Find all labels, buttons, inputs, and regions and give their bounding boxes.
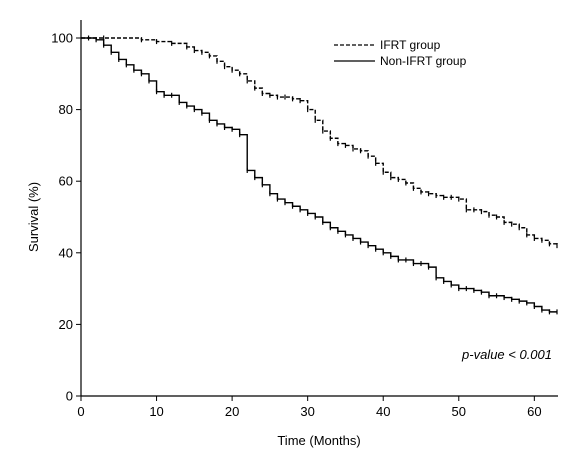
plot-area bbox=[81, 35, 558, 315]
x-tick-label: 10 bbox=[149, 404, 163, 419]
x-axis-title: Time (Months) bbox=[277, 433, 360, 448]
axes: 0 20 40 60 80 100 0 10 20 30 40 50 60 bbox=[51, 20, 558, 419]
x-tick-label: 0 bbox=[77, 404, 84, 419]
legend-label-non-ifrt: Non-IFRT group bbox=[380, 54, 467, 68]
x-tick-label: 40 bbox=[376, 404, 390, 419]
y-tick-label: 80 bbox=[59, 102, 73, 117]
x-tick-label: 50 bbox=[452, 404, 466, 419]
y-tick-label: 100 bbox=[51, 31, 73, 46]
x-tick-label: 60 bbox=[527, 404, 541, 419]
series-non-ifrt-line bbox=[81, 37, 557, 313]
y-tick-label: 60 bbox=[59, 174, 73, 189]
y-axis-title: Survival (%) bbox=[26, 182, 41, 252]
x-tick-label: 20 bbox=[225, 404, 239, 419]
legend: IFRT group Non-IFRT group bbox=[334, 38, 467, 68]
y-tick-label: 40 bbox=[59, 245, 73, 260]
y-tick-label: 20 bbox=[59, 317, 73, 332]
series-ifrt-line bbox=[81, 37, 558, 246]
x-tick-label: 30 bbox=[300, 404, 314, 419]
p-value-annotation: p-value < 0.001 bbox=[461, 347, 552, 362]
y-tick-label: 0 bbox=[66, 389, 73, 404]
legend-label-ifrt: IFRT group bbox=[380, 38, 441, 52]
